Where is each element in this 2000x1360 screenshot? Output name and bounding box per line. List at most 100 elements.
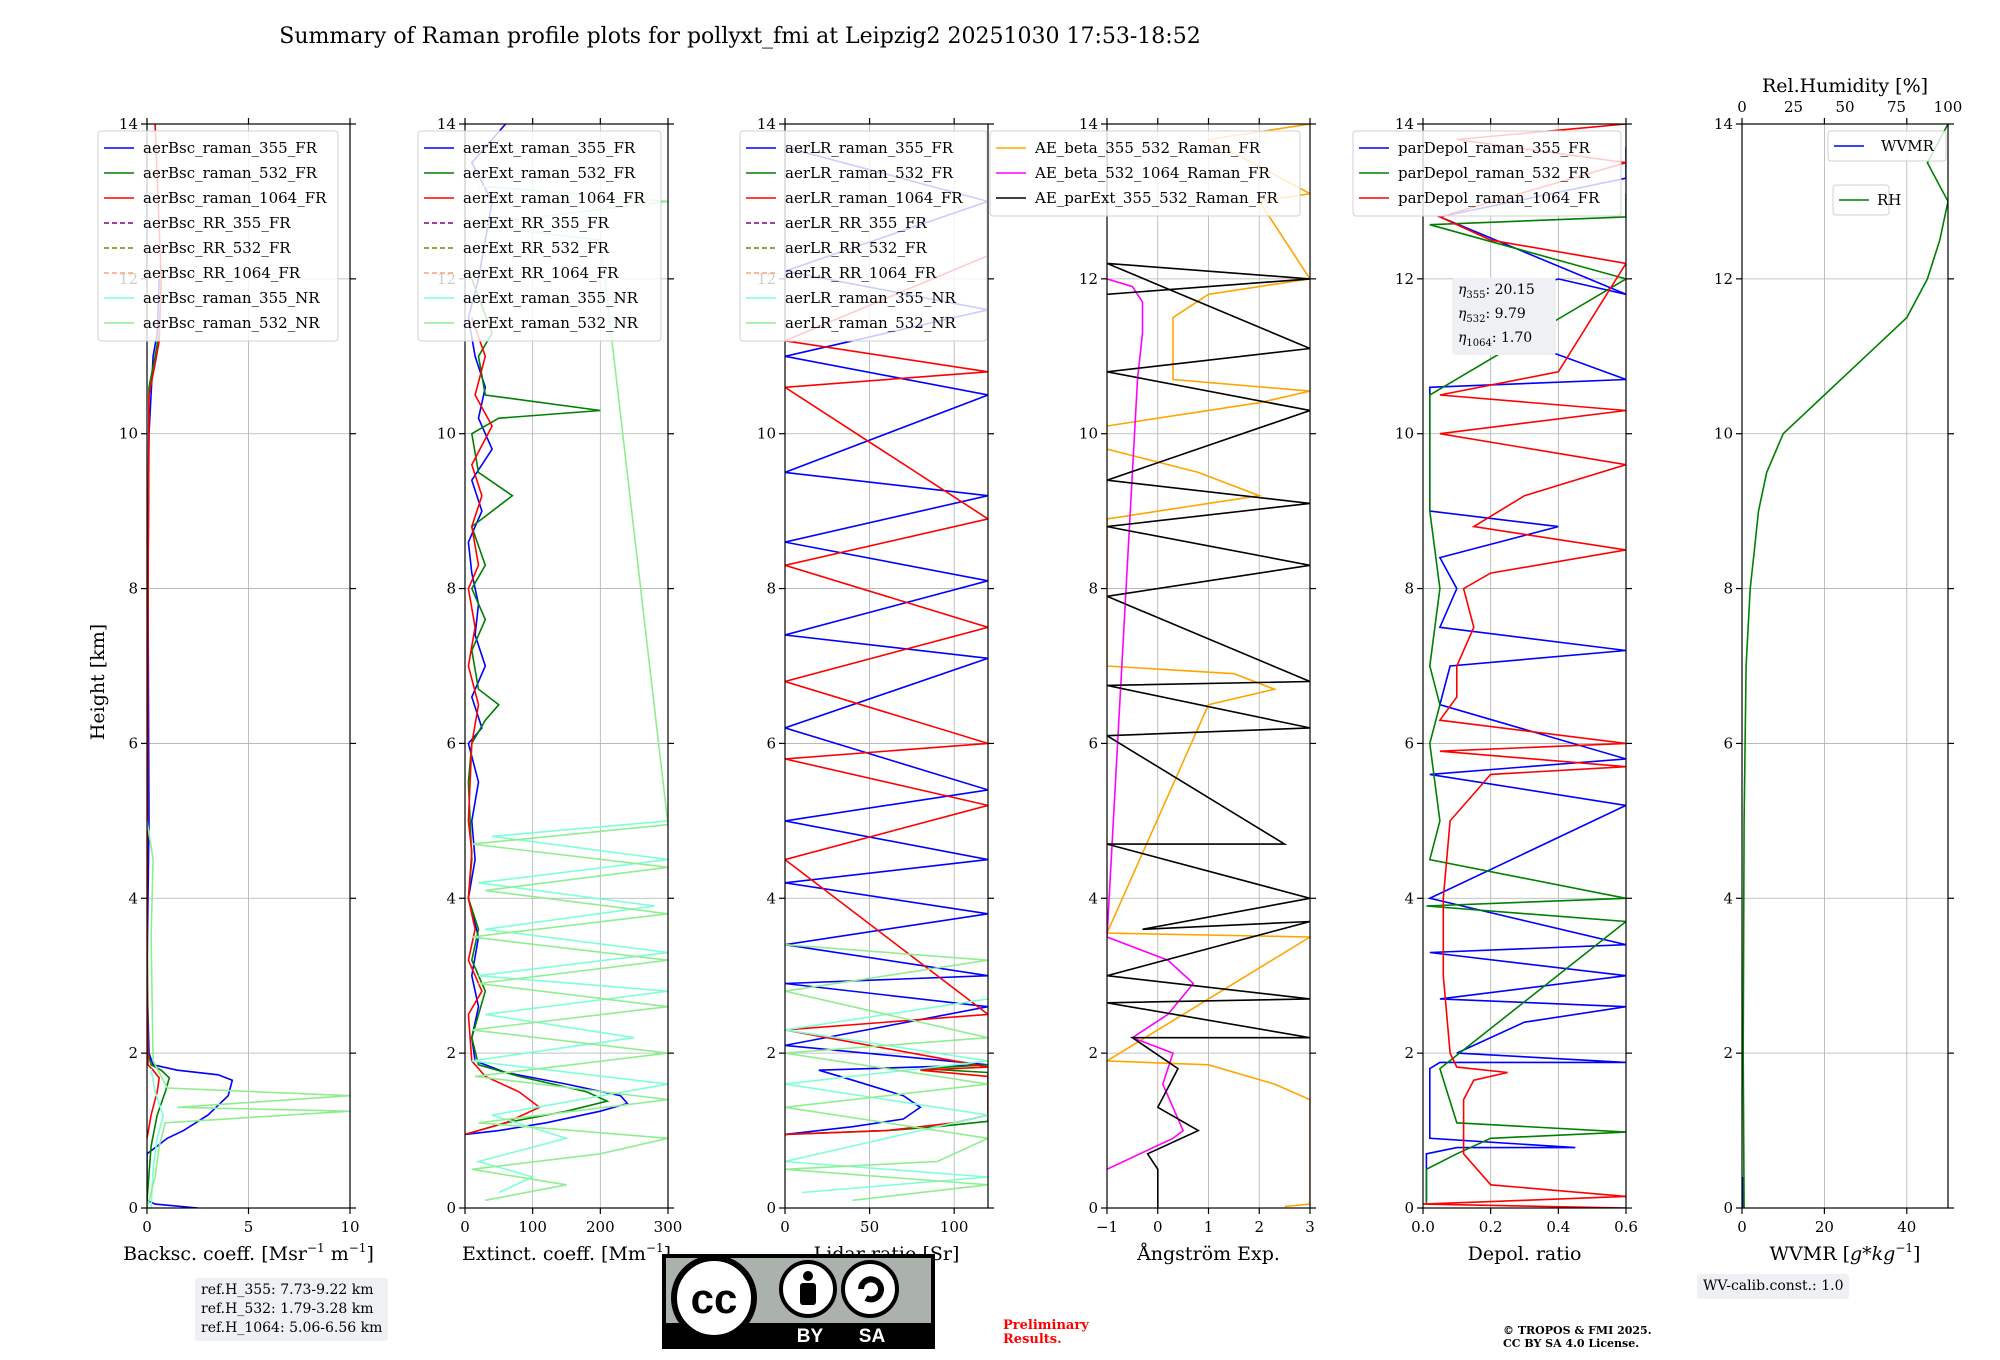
series-line-ae-parext-355-532-raman-fr [1107, 262, 1310, 1208]
legend-box [739, 130, 988, 342]
x-label-main: Extinct. coeff. [Mm [462, 1243, 646, 1265]
plot-frame [464, 123, 669, 1209]
legend: parDepol_raman_355_FR parDepol_raman_532_… [1352, 130, 1622, 217]
x-label-main: WVMR [ [1770, 1243, 1850, 1265]
preliminary-line2: Results. [1003, 1332, 1062, 1347]
preliminary-note: Preliminary Results. [1003, 1319, 1089, 1347]
series-line-aerext-raman-355-nr [471, 820, 668, 1194]
y-tick-label: 6 [766, 734, 776, 752]
series-line-aerext-raman-532-nr [471, 185, 668, 1202]
x-label-end: ] [366, 1243, 373, 1265]
x-axis-label: Backsc. coeff. [Msr−1 m−1] [123, 1241, 374, 1265]
series-line-aerlr-raman-355-fr [785, 146, 988, 1136]
top-tick-label: 50 [1835, 98, 1854, 116]
legend-entry-label: aerBsc_RR_355_FR [143, 214, 291, 232]
x-tick-label: 200 [586, 1218, 615, 1236]
series-line-aerbsc-raman-532-fr [147, 278, 171, 1201]
x-axis-label: Extinct. coeff. [Mm−1] [462, 1241, 671, 1265]
legend-box [97, 130, 339, 342]
y-tick-label: 10 [437, 425, 456, 443]
y-tick-label: 6 [1723, 734, 1733, 752]
legend-entry-label: aerLR_RR_1064_FR [785, 264, 937, 282]
x-tick-label: 5 [244, 1218, 254, 1236]
y-tick-label: 4 [766, 889, 776, 907]
ref-height-532: ref.H_532: 1.79-3.28 km [201, 1301, 374, 1317]
wv-calib-const: WV-calib.const.: 1.0 [1703, 1278, 1844, 1294]
y-tick-label: 10 [757, 425, 776, 443]
eta-1064: η1064: 1.70 [1458, 329, 1533, 349]
x-tick-label: 3 [1305, 1218, 1315, 1236]
series-line-aerlr-raman-532-nr [785, 943, 988, 1202]
x-tick-label: 0.6 [1614, 1218, 1638, 1236]
series-line-aerbsc-raman-532-nr [147, 820, 350, 1208]
y-tick-label: 14 [757, 115, 776, 133]
panels: 0 2 4 6 8 10 12 14 0 5 10 Backsc. coeff. [Msr−1 m−1… [97, 75, 1962, 1265]
y-tick-label: 4 [1723, 889, 1733, 907]
legend-box [1352, 130, 1622, 217]
legend: aerExt_raman_355_FR aerExt_raman_532_FRae… [417, 130, 662, 342]
ref-height-1064: ref.H_1064: 5.06-6.56 km [201, 1320, 383, 1336]
eta-355: η355: 20.15 [1458, 282, 1535, 301]
by-person-body [800, 1283, 816, 1305]
series-line-pardepol-raman-1064-fr [1423, 124, 1626, 1208]
x-label-main: Ångström Exp. [1136, 1243, 1280, 1265]
panel-2: 024681012140100200300Extinct. coeff. [Mm… [417, 115, 682, 1265]
legend-entry-label: aerLR_raman_355_FR [785, 139, 954, 157]
top-tick-label: 0 [1737, 98, 1747, 116]
x-label-sup: −1 [307, 1241, 325, 1255]
plot-frame [1741, 123, 1949, 1209]
y-tick-label: 12 [1714, 270, 1733, 288]
eta-box: η355: 20.15 η532: 9.79 η1064: 1.70 [1452, 278, 1556, 356]
y-tick-label: 6 [1404, 734, 1414, 752]
legend-entry-label: aerBsc_raman_1064_FR [143, 189, 327, 207]
legend-entry-label: aerLR_RR_532_FR [785, 239, 927, 257]
legend-entry-label: aerBsc_RR_1064_FR [143, 264, 301, 282]
cc-sa-label: SA [859, 1326, 886, 1347]
y-tick-label: 0 [1404, 1199, 1414, 1217]
series-line-rh [1742, 124, 1948, 1208]
y-axis-label: Height [km] [87, 624, 109, 740]
legend-entry-label: aerExt_RR_1064_FR [463, 264, 619, 282]
series-line-ae-beta-532-1064-raman-fr [1107, 278, 1195, 1171]
cc-by-label: BY [797, 1326, 824, 1347]
cc-circle-icon [671, 1255, 757, 1341]
y-tick-label: 2 [446, 1044, 456, 1062]
legend-box [1827, 130, 1947, 162]
eta-532: η532: 9.79 [1458, 305, 1526, 325]
series-line-ae-beta-355-532-raman-fr [1107, 124, 1310, 1208]
y-tick-label: 0 [446, 1199, 456, 1217]
y-tick-label: 12 [1079, 270, 1098, 288]
series-group [465, 124, 668, 1202]
series-line-aerbsc-raman-355-nr [150, 1068, 165, 1208]
y-tick-label: 2 [1404, 1044, 1414, 1062]
x-tick-label: 2 [1254, 1218, 1264, 1236]
y-tick-label: 6 [446, 734, 456, 752]
legend-entry-label: aerLR_raman_532_FR [785, 164, 954, 182]
x-tick-label: 0 [780, 1218, 790, 1236]
x-tick-label: −1 [1096, 1218, 1118, 1236]
y-tick-label: 14 [437, 115, 456, 133]
legend-entry-label: aerBsc_RR_532_FR [143, 239, 291, 257]
sa-share-icon [841, 1260, 899, 1318]
x-label-main: Depol. ratio [1468, 1243, 1582, 1265]
y-tick-label: 8 [1404, 580, 1414, 598]
reference-height-box: ref.H_355: 7.73-9.22 km ref.H_532: 1.79-… [195, 1278, 389, 1341]
legend-entry-label: RH [1877, 191, 1901, 209]
legend-entry-label: aerExt_raman_355_NR [463, 289, 639, 307]
x-tick-label: 0.0 [1411, 1218, 1435, 1236]
legend: aerBsc_raman_355_FR aerBsc_raman_532_FRae… [97, 130, 339, 342]
y-tick-label: 14 [1395, 115, 1414, 133]
y-tick-label: 8 [1723, 580, 1733, 598]
legend-entry-label: aerExt_RR_355_FR [463, 214, 610, 232]
legend-entry-label: aerLR_raman_532_NR [785, 314, 956, 332]
x-tick-label: 0 [1153, 1218, 1163, 1236]
legend-entry-label: aerExt_raman_532_NR [463, 314, 639, 332]
y-tick-label: 10 [119, 425, 138, 443]
wv-calib-box: WV-calib.const.: 1.0 [1697, 1274, 1850, 1299]
legend-entry-label: aerLR_RR_355_FR [785, 214, 927, 232]
x-tick-label: 0 [1737, 1218, 1747, 1236]
legend-entry-label: AE_beta_532_1064_Raman_FR [1034, 164, 1270, 182]
legend-entry-label: aerExt_raman_355_FR [463, 139, 636, 157]
